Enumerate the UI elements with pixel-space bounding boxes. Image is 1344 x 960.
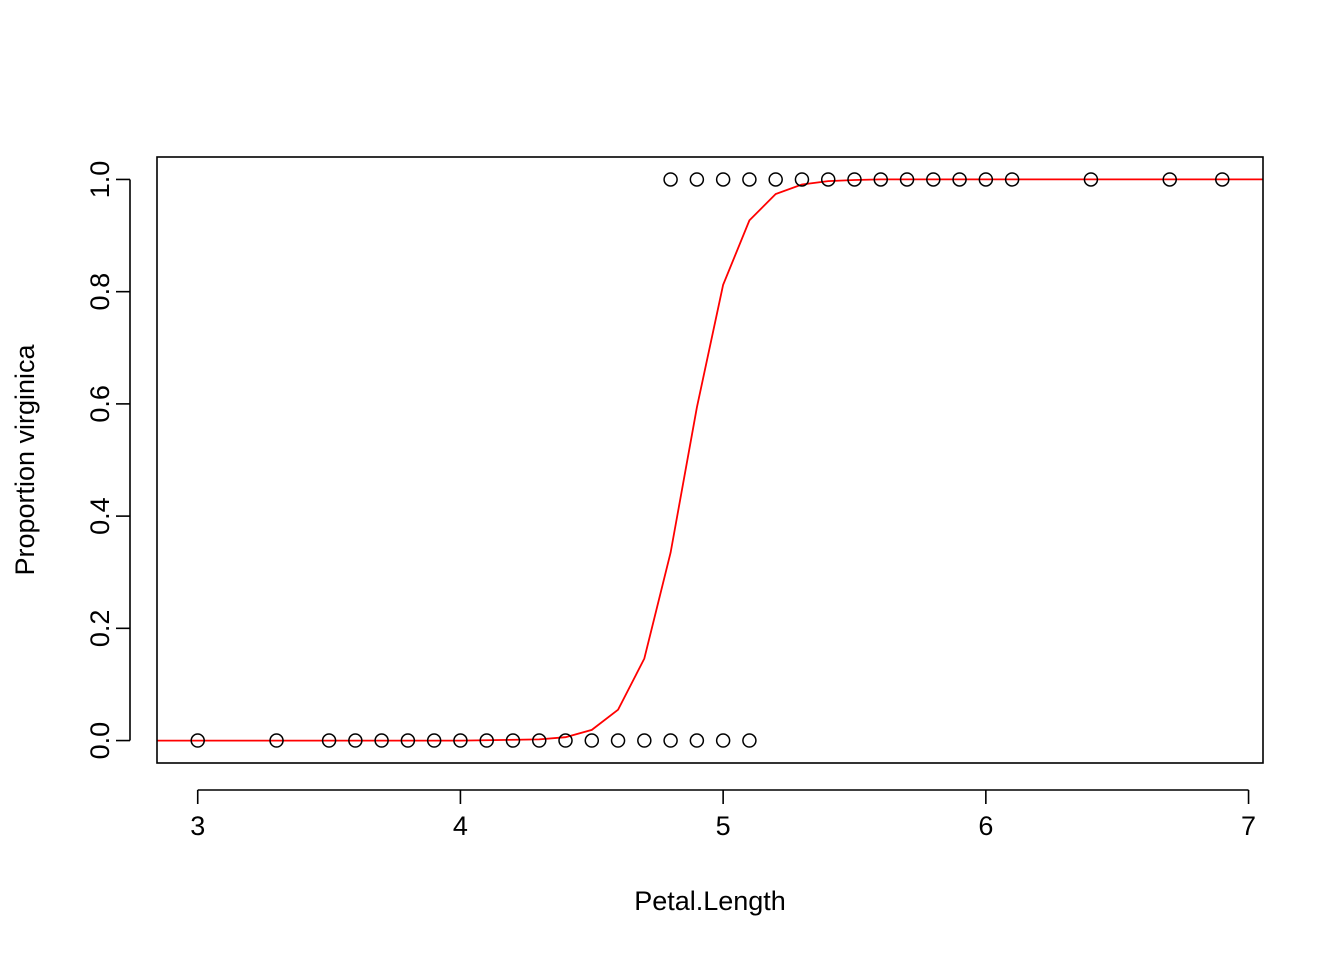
data-point (978, 172, 994, 187)
y-tick-label: 1.0 (85, 161, 115, 199)
x-tick-label: 5 (716, 811, 731, 841)
data-point (584, 733, 600, 748)
x-tick-label: 3 (190, 811, 205, 841)
data-point (689, 733, 705, 748)
x-tick-label: 6 (978, 811, 993, 841)
data-point (899, 172, 915, 187)
data-point (663, 172, 678, 187)
x-axis-label: Petal.Length (634, 886, 786, 916)
data-point (505, 733, 521, 748)
y-tick-label: 0.0 (85, 722, 115, 760)
y-tick-label: 0.4 (85, 497, 115, 535)
data-point (1215, 172, 1230, 187)
data-point (400, 733, 416, 748)
x-axis: 3 4 5 6 7 (190, 789, 1256, 841)
data-point (1162, 172, 1177, 187)
data-point (558, 733, 573, 748)
x-tick-label: 7 (1241, 811, 1256, 841)
data-point (426, 733, 442, 748)
data-point (715, 733, 731, 748)
fitted-curve (157, 178, 1263, 742)
data-point (689, 172, 705, 187)
data-point (348, 733, 363, 748)
data-point (190, 733, 205, 748)
data-point (531, 733, 547, 748)
data-point (479, 733, 494, 748)
data-point (637, 733, 652, 748)
data-point (610, 733, 626, 748)
y-axis-label: Proportion virginica (10, 343, 40, 575)
points-layer (190, 172, 1230, 748)
data-point (1083, 172, 1099, 187)
y-tick-label: 0.6 (85, 385, 115, 423)
data-point (742, 172, 757, 187)
data-point (820, 172, 836, 187)
data-point (663, 733, 678, 748)
y-axis: 0.0 0.2 0.4 0.6 0.8 1.0 (85, 161, 131, 760)
data-point (952, 172, 967, 187)
data-point (794, 172, 810, 187)
data-point (742, 733, 757, 748)
data-point (768, 172, 783, 187)
data-point (715, 172, 731, 187)
data-point (453, 733, 468, 748)
data-point (873, 172, 889, 187)
x-tick-label: 4 (453, 811, 468, 841)
data-point (269, 733, 284, 748)
y-tick-label: 0.8 (85, 273, 115, 311)
data-point (374, 733, 389, 748)
data-point (847, 172, 862, 187)
y-tick-label: 0.2 (85, 610, 115, 648)
data-point (926, 172, 941, 187)
plot-frame (156, 156, 1264, 764)
data-point (1004, 172, 1020, 187)
data-point (321, 733, 337, 748)
curve-layer (157, 178, 1263, 742)
